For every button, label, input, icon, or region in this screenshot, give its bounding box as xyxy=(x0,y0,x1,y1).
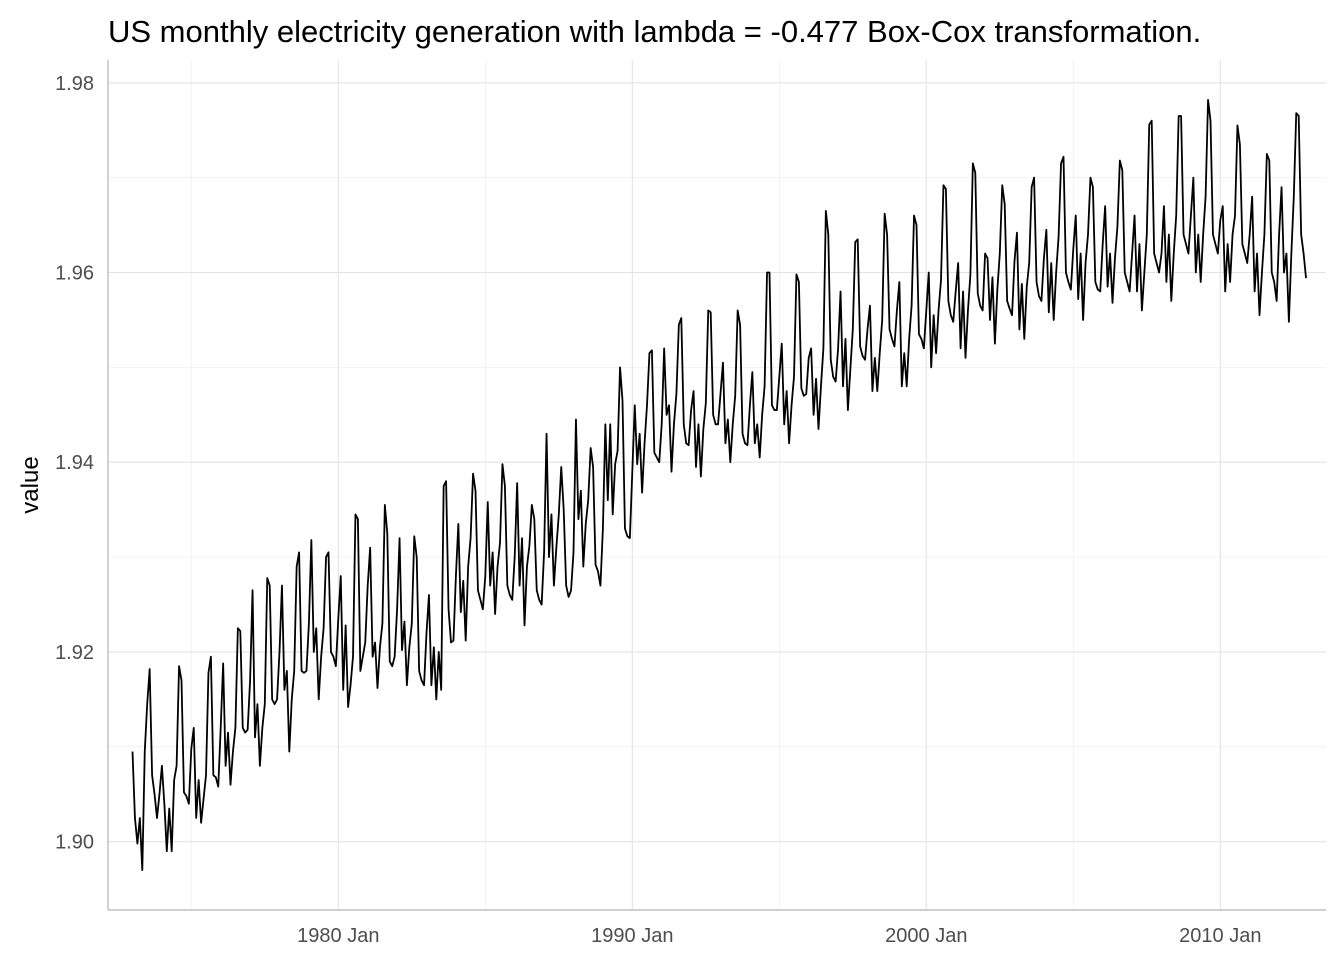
x-tick-label: 1990 Jan xyxy=(591,925,673,947)
y-tick-labels: 1.90 1.92 1.94 1.96 1.98 xyxy=(55,73,94,854)
y-tick-label: 1.94 xyxy=(55,452,94,474)
y-tick-label: 1.92 xyxy=(55,642,94,664)
x-tick-label: 2010 Jan xyxy=(1179,925,1261,947)
x-tick-labels: 1980 Jan 1990 Jan 2000 Jan 2010 Jan xyxy=(297,925,1261,947)
y-tick-label: 1.96 xyxy=(55,263,94,285)
y-axis-label: value xyxy=(17,456,44,513)
x-tick-label: 1980 Jan xyxy=(297,925,379,947)
series-layer xyxy=(131,98,1307,872)
grid-minor xyxy=(108,60,1326,910)
chart-title: US monthly electricity generation with l… xyxy=(108,14,1201,49)
grid-major xyxy=(108,60,1326,910)
y-tick-label: 1.90 xyxy=(55,832,94,854)
y-tick-label: 1.98 xyxy=(55,73,94,95)
series-line xyxy=(131,98,1307,872)
x-tick-label: 2000 Jan xyxy=(885,925,967,947)
